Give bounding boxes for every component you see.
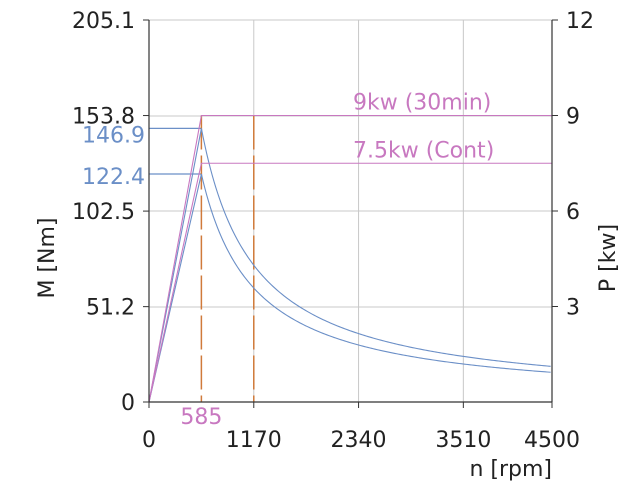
series-line-2 — [148, 173, 551, 403]
annotation-585: 585 — [180, 405, 222, 430]
y-right-tick-label: 12 — [566, 9, 594, 34]
tick-labels: 0 1170 2340 3510 4500 0 51.2 102.5 153.8 205.1 3 6 9… — [72, 9, 594, 453]
y-left-tick-label: 102.5 — [72, 200, 135, 225]
annotation-9kw: 9kw (30min) — [353, 91, 491, 116]
annotation-146-9: 146.9 — [82, 123, 145, 148]
x-tick-label: 0 — [142, 428, 156, 453]
plot-marks — [148, 114, 552, 403]
y-right-tick-label: 9 — [566, 105, 580, 130]
y-left-tick-label: 153.8 — [72, 105, 135, 130]
annotations: 9kw (30min) 7.5kw (Cont) 146.9 122.4 585 — [82, 91, 494, 431]
y-right-tick-label: 3 — [566, 296, 580, 321]
series-line-3 — [148, 114, 552, 403]
grid — [148, 19, 553, 403]
x-axis-label: n [rpm] — [469, 457, 552, 482]
y-right-axis-label: P [kw] — [596, 224, 621, 292]
plot-frame — [143, 19, 558, 408]
series-line-1 — [148, 128, 551, 403]
annotation-122-4: 122.4 — [82, 165, 145, 190]
y-left-tick-label: 51.2 — [86, 296, 135, 321]
x-tick-label: 4500 — [524, 428, 580, 453]
x-tick-label: 2340 — [331, 428, 387, 453]
series-line-4 — [148, 162, 552, 403]
x-tick-label: 1170 — [226, 428, 282, 453]
y-left-tick-label: 205.1 — [72, 9, 135, 34]
y-left-tick-label: 0 — [121, 391, 135, 416]
y-left-axis-label: M [Nm] — [35, 217, 60, 298]
y-right-tick-label: 6 — [566, 200, 580, 225]
annotation-7-5kw: 7.5kw (Cont) — [353, 138, 494, 163]
x-tick-label: 3510 — [435, 428, 491, 453]
